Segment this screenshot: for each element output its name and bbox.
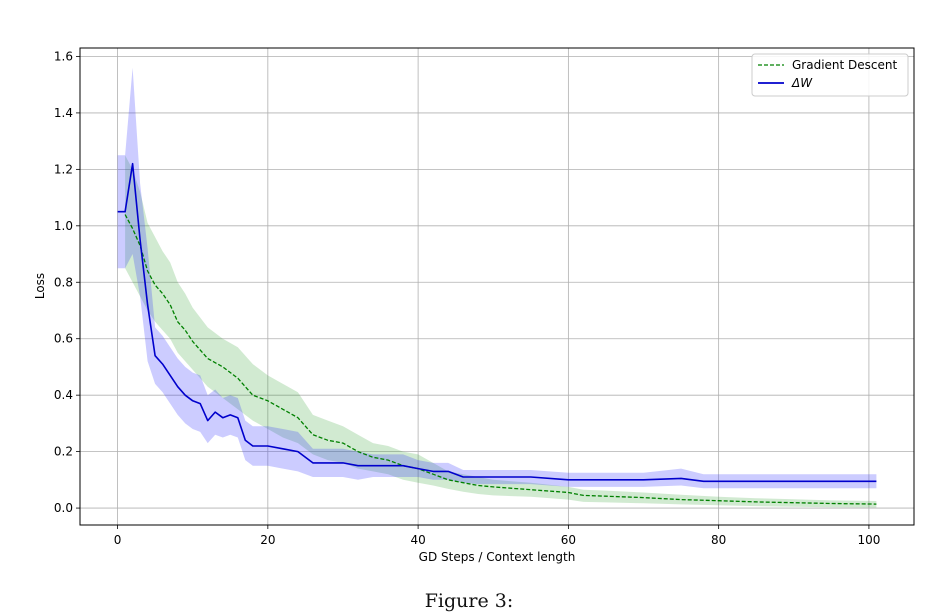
band-delta-w xyxy=(117,67,877,489)
series-lines xyxy=(117,162,877,505)
band-gradient-descent xyxy=(125,155,877,508)
y-tick-label: 0.2 xyxy=(54,445,73,459)
series-line-delta-w xyxy=(117,162,877,483)
confidence-bands xyxy=(117,67,877,508)
x-tick-label: 80 xyxy=(711,533,726,547)
y-tick-label: 0.8 xyxy=(54,275,73,289)
plot-frame xyxy=(79,47,915,526)
x-tick-label: 20 xyxy=(260,533,275,547)
legend-label-delta-w: ΔW xyxy=(791,76,813,90)
legend-label-gradient-descent: Gradient Descent xyxy=(792,58,898,72)
figure-caption: Figure 3: xyxy=(424,590,514,612)
x-axis-label: GD Steps / Context length xyxy=(419,550,576,564)
y-tick-label: 0.6 xyxy=(54,332,73,346)
y-tick-label: 1.4 xyxy=(54,106,73,120)
series-line-gradient-descent xyxy=(124,214,877,505)
grid-lines xyxy=(80,48,914,525)
x-axis-ticks: 0 20 40 60 80 100 xyxy=(114,525,880,547)
legend: Gradient Descent ΔW xyxy=(751,53,909,97)
x-tick-label: 0 xyxy=(114,533,122,547)
y-axis-label: Loss xyxy=(33,273,47,299)
x-tick-label: 60 xyxy=(561,533,576,547)
y-tick-label: 0.0 xyxy=(54,501,73,515)
legend-box xyxy=(751,53,909,97)
y-tick-label: 1.6 xyxy=(54,49,73,63)
y-tick-label: 1.2 xyxy=(54,162,73,176)
y-axis-ticks: 0.0 0.2 0.4 0.6 0.8 1.0 1.2 1.4 1.6 xyxy=(54,49,80,515)
y-tick-label: 0.4 xyxy=(54,388,73,402)
y-tick-label: 1.0 xyxy=(54,219,73,233)
x-tick-label: 100 xyxy=(857,533,880,547)
x-tick-label: 40 xyxy=(410,533,425,547)
